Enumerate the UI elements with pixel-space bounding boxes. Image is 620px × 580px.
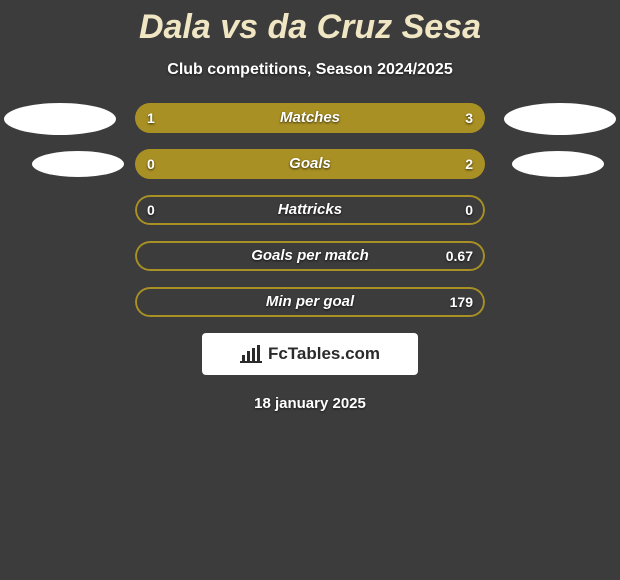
stat-row: Hattricks0 0 — [135, 195, 485, 225]
stat-value-left: 0 — [147, 195, 155, 225]
stat-value-right: 179 — [450, 287, 473, 317]
stat-value-left: 0 — [147, 149, 155, 179]
stat-value-right: 3 — [465, 103, 473, 133]
placeholder-ellipse — [504, 103, 616, 135]
stat-row: Goals per match0.67 — [135, 241, 485, 271]
stat-row: Min per goal179 — [135, 287, 485, 317]
bar-chart-icon — [240, 345, 262, 363]
placeholder-ellipse — [512, 151, 604, 177]
stat-value-right: 2 — [465, 149, 473, 179]
stat-label: Matches — [135, 103, 485, 133]
stat-label: Goals per match — [135, 241, 485, 271]
stat-label: Min per goal — [135, 287, 485, 317]
brand-text: FcTables.com — [268, 344, 380, 364]
stat-row: Goals0 2 — [135, 149, 485, 179]
stat-value-right: 0.67 — [446, 241, 473, 271]
placeholder-ellipse — [4, 103, 116, 135]
stats-arena: Matches13Goals02Hattricks00Goals per mat… — [0, 103, 620, 412]
date-line: 18 january 2025 — [0, 395, 620, 412]
brand-badge: FcTables.com — [202, 333, 418, 375]
stat-label: Goals — [135, 149, 485, 179]
stat-row: Matches1 3 — [135, 103, 485, 133]
stats-rows: Matches13Goals02Hattricks00Goals per mat… — [135, 103, 485, 317]
stat-value-right: 0 — [465, 195, 473, 225]
stat-label: Hattricks — [135, 195, 485, 225]
stat-value-left: 1 — [147, 103, 155, 133]
page-subtitle: Club competitions, Season 2024/2025 — [0, 61, 620, 79]
placeholder-ellipse — [32, 151, 124, 177]
page-title: Dala vs da Cruz Sesa — [0, 0, 620, 47]
comparison-infographic: Dala vs da Cruz Sesa Club competitions, … — [0, 0, 620, 580]
